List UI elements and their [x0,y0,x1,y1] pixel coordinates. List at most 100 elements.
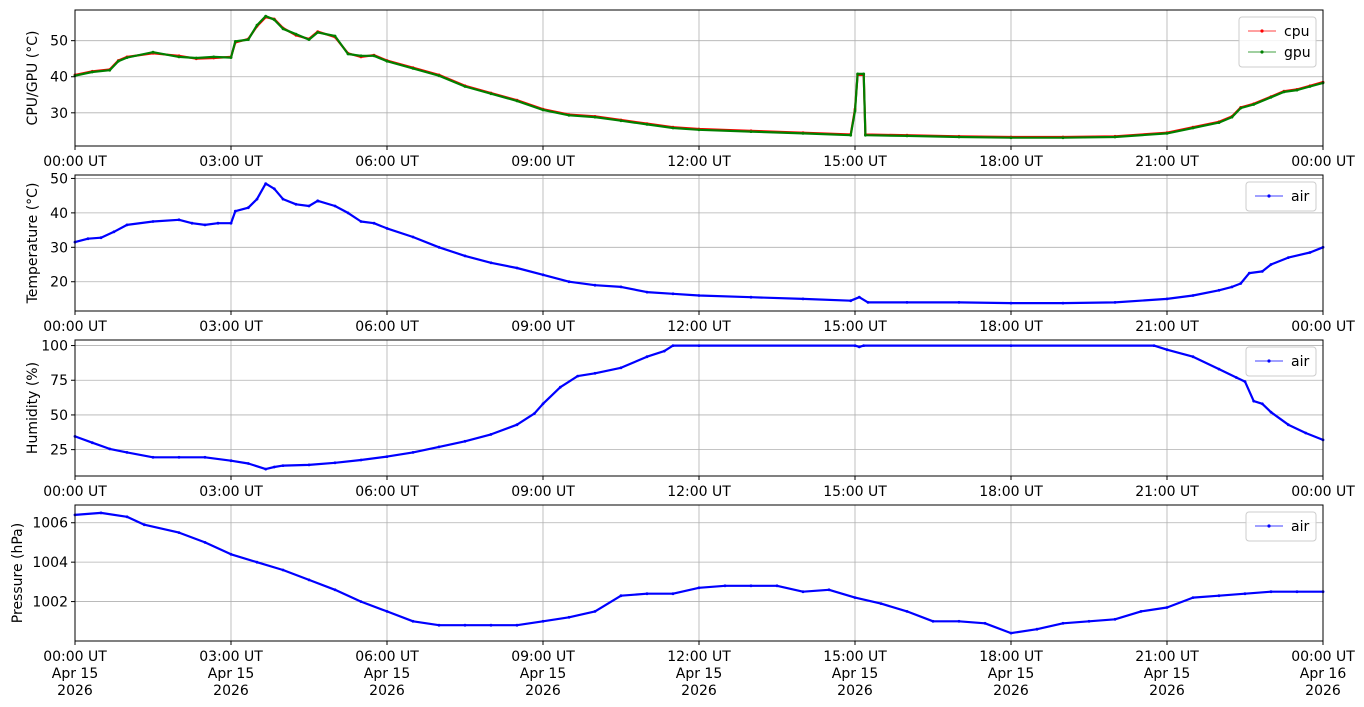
series-gpu [73,14,1325,140]
data-point [1035,627,1039,631]
data-point [177,218,181,222]
y-tick-label: 1002 [32,595,68,611]
data-point [853,596,857,599]
data-point [1087,619,1091,623]
data-point [619,594,623,598]
data-point [645,123,649,126]
data-point [1165,297,1169,301]
data-point [463,439,467,443]
data-point [1165,606,1169,609]
data-point [264,467,268,471]
legend-label-air: air [1291,519,1309,535]
data-point [697,294,701,297]
data-point [857,295,861,299]
data-point [125,515,129,519]
data-point [593,283,597,287]
data-point [1217,288,1221,292]
x-tick-label: 00:00 UT Apr 15 2026 [43,649,107,699]
grid [74,10,1324,146]
y-tick-label: 40 [50,206,68,222]
data-point [116,59,120,63]
panel-3: 1002 1004 1006 00:00 UT Apr 15 2026 03:00 UT Ap… [10,504,1355,699]
grid [74,505,1324,641]
data-point [246,38,250,41]
data-point [307,463,311,467]
data-point [671,592,675,596]
y-tick-label: 100 [41,339,68,355]
data-point [411,619,415,623]
data-point [801,297,805,301]
data-point [489,623,493,627]
data-point [489,261,493,265]
data-point [827,588,831,592]
y-tick-label: 20 [50,275,68,291]
data-point [1217,367,1221,371]
x-tick-label: 09:00 UT [511,484,575,500]
data-point [1165,132,1169,135]
data-point [515,266,519,270]
legend-box [1245,346,1317,377]
data-point [1308,251,1312,254]
x-tick-label: 18:00 UT [979,154,1043,170]
y-axis-label: CPU/GPU (°C) [25,31,41,126]
data-point [108,447,112,451]
data-point [359,458,363,462]
legend-marker [1267,194,1271,198]
x-tick-label: 09:00 UT [511,319,575,335]
data-point [294,202,298,206]
data-point [1061,301,1065,305]
data-point [849,133,853,137]
data-point [463,254,467,258]
data-point [385,610,389,613]
x-tick-label: 03:00 UT Apr 15 2026 [199,649,263,699]
data-point [645,592,649,596]
data-point [1252,103,1256,106]
y-axis-label: Humidity (%) [25,362,41,454]
data-point [1269,263,1273,266]
grid [74,175,1324,311]
x-tick-label: 06:00 UT [355,484,419,500]
legend-label-air: air [1291,189,1309,205]
data-point [151,455,155,459]
data-point [437,74,441,78]
data-point [489,433,493,436]
series-air [73,182,1325,305]
legend: air [1245,181,1317,212]
data-point [463,85,467,88]
data-point [1269,590,1273,594]
data-point [229,552,233,556]
data-point [437,623,441,627]
data-point [983,621,987,625]
data-point [125,56,129,59]
data-point [125,451,129,454]
data-point [1295,88,1299,92]
data-point [203,541,207,544]
data-point [281,568,285,572]
data-point [1239,106,1243,110]
data-point [437,245,441,249]
data-point [1252,399,1256,403]
x-tick-label: 21:00 UT Apr 15 2026 [1135,649,1199,699]
data-point [233,40,237,43]
x-tick-label: 12:00 UT [667,484,731,500]
data-point [1234,376,1238,379]
x-tick-label: 06:00 UT [355,319,419,335]
data-point [1113,135,1117,139]
legend-label-gpu: gpu [1284,45,1311,61]
x-tick-label: 18:00 UT [979,484,1043,500]
data-point [593,371,597,375]
data-point [857,345,861,349]
data-point [1260,270,1264,273]
data-point [671,344,675,347]
data-point [264,14,268,18]
data-point [541,108,545,112]
data-point [346,211,350,215]
data-point [1191,126,1195,130]
legend: cpu gpu [1238,16,1317,68]
y-tick-label: 25 [50,443,68,459]
data-point [619,366,623,370]
data-point [307,578,311,582]
x-tick-label: 18:00 UT Apr 15 2026 [979,649,1043,699]
x-tick-label: 15:00 UT Apr 15 2026 [823,649,887,699]
